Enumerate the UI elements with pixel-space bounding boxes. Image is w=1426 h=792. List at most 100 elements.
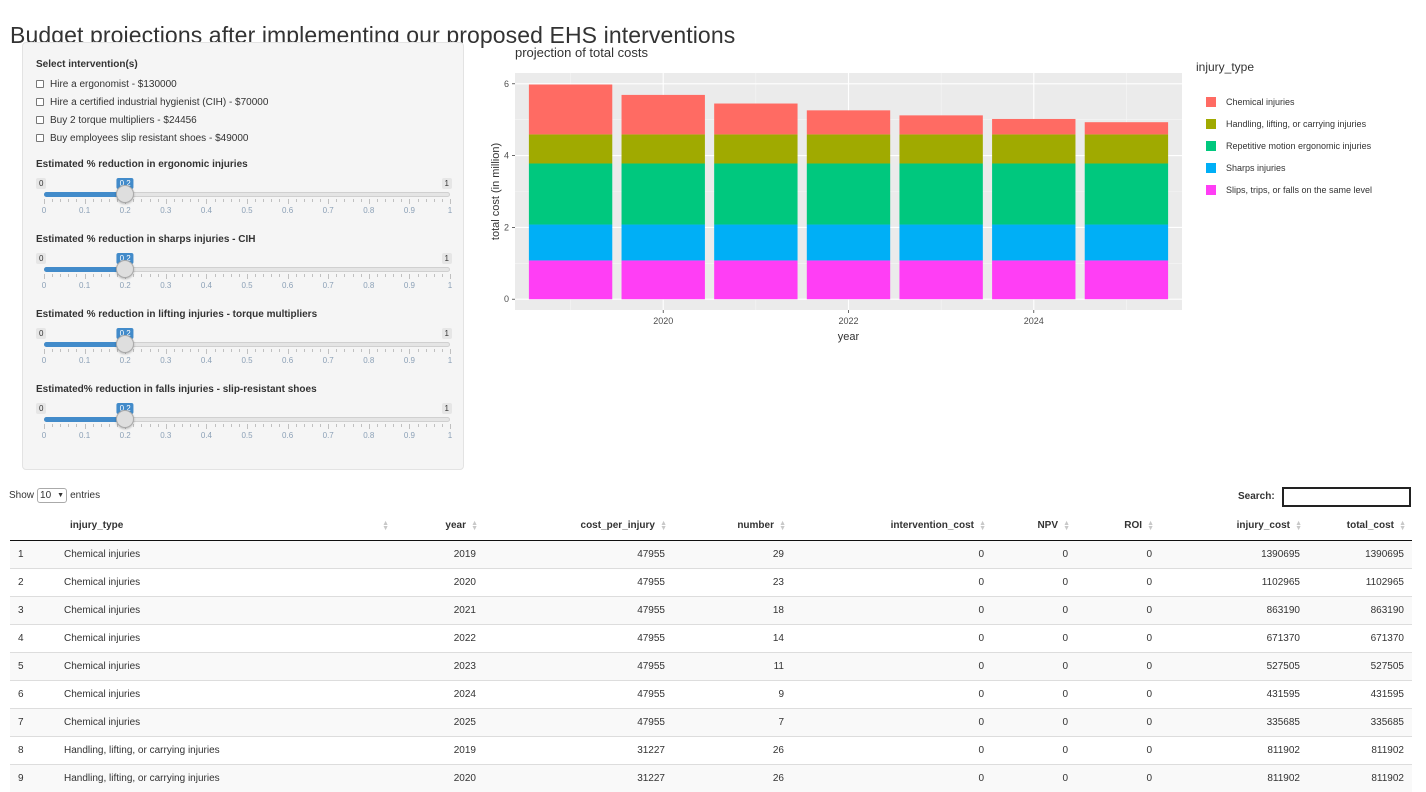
bar-segment [714,224,798,261]
slider-tick-label: 0.9 [403,431,415,440]
slider-label-sharps: Estimated % reduction in sharps injuries… [36,234,256,245]
slider-tick [173,424,175,427]
slider-tick [133,274,135,277]
slider-tick [393,199,395,202]
slider-label-falls: Estimated% reduction in falls injuries -… [36,384,317,395]
slider-handle[interactable] [116,185,135,203]
checkbox[interactable] [36,80,44,88]
slider-tick-label: 0.3 [160,431,172,440]
slider-handle[interactable] [116,335,135,353]
slider-tick [279,199,281,202]
slider-tick [68,349,70,352]
slider-tick [441,274,443,277]
slider-handle[interactable] [116,410,135,428]
bar-segment [714,103,798,135]
table-row[interactable]: 8 Handling, lifting, or carrying injuries… [10,735,1412,764]
slider-tick [368,274,370,279]
slider-tick [287,349,289,354]
col-header-injury-cost[interactable]: injury_cost ▲ ▼ [1160,512,1308,541]
slider-tick [190,349,192,352]
slider-tick [417,274,419,277]
slider-tick-label: 0.3 [160,206,172,215]
legend-item[interactable]: Slips, trips, or falls on the same level [1206,185,1372,195]
slider-tick [401,274,403,277]
legend-item[interactable]: Chemical injuries [1206,97,1295,107]
col-header-index[interactable] [10,512,38,541]
table-row[interactable]: 7 Chemical injuries 2025 47955 7 0 0 0 335685 335… [10,707,1412,736]
slider-tick [417,349,419,352]
slider-tick [76,349,78,352]
table-row[interactable]: 2 Chemical injuries 2020 47955 23 0 0 0 1102965 1… [10,567,1412,596]
slider-tick [433,199,435,202]
slider-tick-label: 0.4 [200,431,212,440]
table-cell-number: 9 [673,679,792,708]
legend-item[interactable]: Repetitive motion ergonomic injuries [1206,141,1371,151]
table-header-row: injury_type ▲ ▼ year ▲ ▼ cost_per_injury ▲ ▼ n… [10,512,1412,541]
table-cell-year: 2023 [395,651,484,680]
col-header-intervention-cost[interactable]: intervention_cost ▲ ▼ [792,512,992,541]
table-row[interactable]: 1 Chemical injuries 2019 47955 29 0 0 0 1390695 1… [10,539,1412,568]
slider-tick-label: 0.8 [363,206,375,215]
table-row[interactable]: 5 Chemical injuries 2023 47955 11 0 0 0 527505 52… [10,651,1412,680]
slider-sharps[interactable]: 0 1 0.2 0 0.1 0.2 0.3 0.4 0.5 0.6 0.7 0.8 0.9 1 [36,253,452,323]
checkbox[interactable] [36,116,44,124]
slider-tick-label: 0.4 [200,281,212,290]
legend-label: Handling, lifting, or carrying injuries [1226,119,1367,129]
slider-tick [198,349,200,352]
col-header-npv[interactable]: NPV ▲ ▼ [992,512,1076,541]
table-cell-roi: 0 [1076,595,1160,624]
col-header-total-cost[interactable]: total_cost ▲ ▼ [1308,512,1412,541]
slider-tick-label: 0.2 [119,281,131,290]
slider-handle[interactable] [116,260,135,278]
slider-tick [263,199,265,202]
table-cell-npv: 0 [992,623,1076,652]
x-tick-label: 2024 [1024,316,1044,326]
col-header-injury-type[interactable]: injury_type ▲ ▼ [38,512,395,541]
search-input[interactable] [1282,487,1411,507]
checkbox[interactable] [36,98,44,106]
slider-tick [255,349,257,352]
slider-tick [108,199,110,202]
slider-ergonomic[interactable]: 0 1 0.2 0 0.1 0.2 0.3 0.4 0.5 0.6 0.7 0.8 0.9 1 [36,178,452,248]
slider-tick-label: 0.6 [282,206,294,215]
legend-item[interactable]: Handling, lifting, or carrying injuries [1206,119,1366,129]
intervention-torque[interactable]: Buy 2 torque multipliers - $24456 [36,113,197,127]
intervention-shoes[interactable]: Buy employees slip resistant shoes - $49… [36,131,248,145]
table-cell-intervention-cost: 0 [792,763,992,792]
table-cell-injury-cost: 811902 [1160,735,1308,764]
col-header-label: ROI [1124,520,1142,532]
slider-tick [287,274,289,279]
slider-falls[interactable]: 0 1 0.2 0 0.1 0.2 0.3 0.4 0.5 0.6 0.7 0.8 0.9 1 [36,403,452,473]
entries-select[interactable]: 10 ▼ [37,488,68,503]
bar-segment [528,134,613,164]
x-tick-label: 2020 [653,316,673,326]
col-header-roi[interactable]: ROI ▲ ▼ [1076,512,1160,541]
slider-tick [149,274,151,277]
col-header-cost-per-injury[interactable]: cost_per_injury ▲ ▼ [484,512,673,541]
intervention-cih[interactable]: Hire a certified industrial hygienist (C… [36,95,268,109]
checkbox[interactable] [36,134,44,142]
slider-tick-label: 0.5 [241,356,253,365]
slider-lifting[interactable]: 0 1 0.2 0 0.1 0.2 0.3 0.4 0.5 0.6 0.7 0.8 0.9 1 [36,328,452,398]
legend-item[interactable]: Sharps injuries [1206,163,1286,173]
col-header-number[interactable]: number ▲ ▼ [673,512,792,541]
slider-tick [222,274,224,277]
intervention-ergonomist[interactable]: Hire a ergonomist - $130000 [36,77,177,91]
col-header-year[interactable]: year ▲ ▼ [395,512,484,541]
table-cell-cost-per-injury: 47955 [484,539,673,568]
slider-tick [247,274,248,279]
slider-tick [450,424,451,429]
bar-segment [992,260,1076,300]
slider-tick [271,349,273,352]
table-row[interactable]: 4 Chemical injuries 2022 47955 14 0 0 0 671370 67… [10,623,1412,652]
table-row[interactable]: 3 Chemical injuries 2021 47955 18 0 0 0 863190 86… [10,595,1412,624]
bar-segment [1084,122,1169,135]
table-row[interactable]: 9 Handling, lifting, or carrying injuries… [10,763,1412,792]
slider-tick [376,199,378,202]
slider-tick [165,349,167,354]
bar-segment [992,134,1076,164]
slider-tick [52,199,54,202]
table-row[interactable]: 6 Chemical injuries 2024 47955 9 0 0 0 431595 431… [10,679,1412,708]
slider-tick-label: 0.7 [322,431,334,440]
checkbox-label: Hire a certified industrial hygienist (C… [50,96,269,108]
